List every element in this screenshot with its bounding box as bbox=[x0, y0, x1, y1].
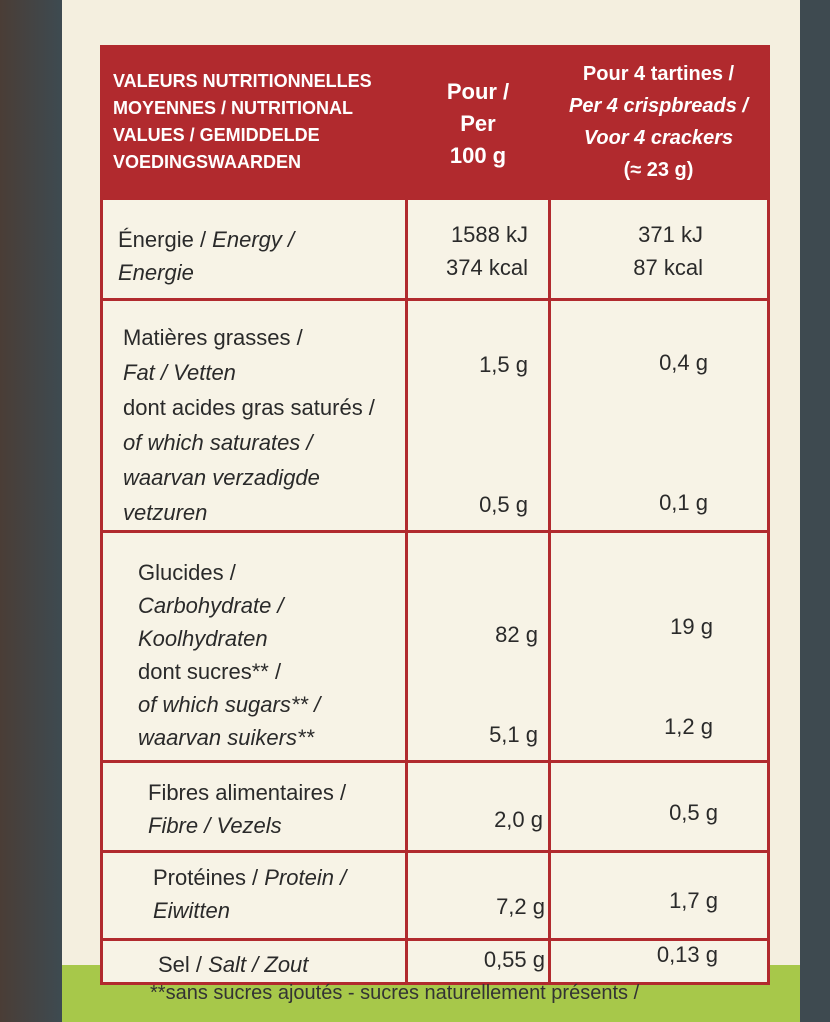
text: MOYENNES / NUTRITIONAL bbox=[113, 98, 354, 118]
text: vetzuren bbox=[123, 500, 208, 525]
value-per100: 1,5 g bbox=[479, 352, 528, 377]
text: Salt / Zout bbox=[208, 952, 309, 977]
text: 87 kcal bbox=[633, 255, 703, 280]
text: VOEDINGSWAARDEN bbox=[113, 152, 302, 172]
value-per100: 1588 kJ 374 kcal bbox=[408, 218, 528, 284]
text: of which sugars** / bbox=[138, 692, 321, 717]
text: 1588 kJ bbox=[450, 222, 528, 247]
text: Pour 4 tartines / bbox=[582, 63, 735, 85]
column-line bbox=[405, 48, 408, 982]
text: Energie bbox=[118, 260, 194, 285]
text: Fibres alimentaires / bbox=[148, 780, 347, 805]
value-per4: 0,13 g bbox=[656, 942, 718, 967]
value-per100: 5,1 g bbox=[489, 722, 538, 747]
row-label: Énergie / Energy / Energie bbox=[118, 223, 294, 289]
value-per4: 0,1 g bbox=[659, 490, 708, 515]
text: Énergie / bbox=[118, 227, 213, 252]
row-label: Glucides / Carbohydrate / Koolhydraten dont… bbox=[138, 556, 320, 754]
value-per4: 1,2 g bbox=[664, 714, 713, 739]
footnote: **sans sucres ajoutés - sucres naturelle… bbox=[150, 982, 640, 1004]
text: 374 kcal bbox=[446, 255, 528, 280]
value-per4: 0,4 g bbox=[659, 350, 708, 375]
text: (≈ 23 g) bbox=[623, 159, 694, 181]
row-line bbox=[103, 298, 767, 301]
text: Energy / bbox=[212, 227, 295, 252]
row-label: Matières grasses / Fat / Vetten dont acide… bbox=[123, 320, 375, 530]
header-label: VALEURS NUTRITIONNELLES MOYENNES / NUTRI… bbox=[113, 68, 372, 176]
text: Sel / bbox=[158, 952, 209, 977]
text: 100 g bbox=[449, 143, 507, 168]
text: Fibre / Vezels bbox=[148, 813, 282, 838]
value-per100: 0,5 g bbox=[479, 492, 528, 517]
text: Pour / bbox=[446, 79, 510, 104]
value-per4: 19 g bbox=[670, 614, 713, 639]
text: Matières grasses / bbox=[123, 325, 303, 350]
text: Protein / bbox=[264, 865, 347, 890]
text: VALUES / GEMIDDELDE bbox=[113, 125, 320, 145]
header-per4: Pour 4 tartines / Per 4 crispbreads / Vo… bbox=[551, 58, 766, 186]
row-line bbox=[103, 850, 767, 853]
header-row: VALEURS NUTRITIONNELLES MOYENNES / NUTRI… bbox=[103, 48, 767, 200]
text: Per 4 crispbreads / bbox=[569, 95, 748, 117]
text: Eiwitten bbox=[153, 898, 231, 923]
text: waarvan verzadigde bbox=[123, 465, 320, 490]
value-per100: 7,2 g bbox=[496, 894, 545, 919]
value-per100: 2,0 g bbox=[494, 807, 543, 832]
text: of which saturates / bbox=[123, 430, 313, 455]
text: waarvan suikers** bbox=[138, 725, 315, 750]
row-label: Fibres alimentaires / Fibre / Vezels bbox=[148, 776, 346, 842]
row-label: Sel / Salt / Zout bbox=[158, 948, 308, 981]
text: 371 kJ bbox=[638, 222, 703, 247]
text: Carbohydrate / bbox=[138, 593, 284, 618]
text: dont sucres** / bbox=[138, 659, 282, 684]
value-per100: 0,55 g bbox=[483, 947, 545, 972]
row-line bbox=[103, 760, 767, 763]
value-per4: 0,5 g bbox=[669, 800, 718, 825]
row-label: Protéines / Protein / Eiwitten bbox=[153, 861, 346, 927]
value-per4: 1,7 g bbox=[669, 888, 718, 913]
text: Fat / Vetten bbox=[123, 360, 236, 385]
header-per100: Pour / Per 100 g bbox=[408, 76, 548, 172]
nutrition-table: VALEURS NUTRITIONNELLES MOYENNES / NUTRI… bbox=[100, 45, 770, 985]
text: Per bbox=[460, 111, 496, 136]
text: Glucides / bbox=[138, 560, 236, 585]
value-per100: 82 g bbox=[495, 622, 538, 647]
row-line bbox=[103, 530, 767, 533]
text: Koolhydraten bbox=[138, 626, 268, 651]
column-line bbox=[548, 48, 551, 982]
text: VALEURS NUTRITIONNELLES bbox=[113, 71, 372, 91]
text: dont acides gras saturés / bbox=[123, 395, 375, 420]
value-per4: 371 kJ 87 kcal bbox=[583, 218, 703, 284]
text: Voor 4 crackers bbox=[583, 127, 734, 149]
row-line bbox=[103, 938, 767, 941]
text: Protéines / bbox=[153, 865, 265, 890]
